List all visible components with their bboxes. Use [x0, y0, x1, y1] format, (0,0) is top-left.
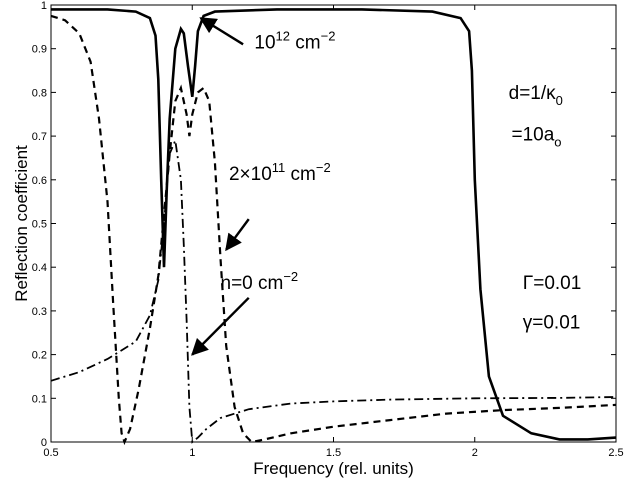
annotation-label: d=1/κ0: [509, 83, 563, 108]
series-line-dashed: [50, 14, 617, 446]
annotation-label: Γ=0.01: [523, 273, 582, 294]
x-tick-label: 2.5: [608, 447, 623, 459]
y-tick-label: 0.6: [32, 175, 47, 187]
x-tick-label: 1.5: [326, 447, 341, 459]
y-tick-label: 0.3: [32, 306, 47, 318]
y-tick-label: 0.1: [32, 393, 47, 405]
plot-frame: [50, 4, 617, 443]
series-line-dashdot: [50, 137, 617, 444]
y-tick-label: 0: [41, 437, 47, 449]
x-axis-label: Frequency (rel. units): [253, 459, 414, 478]
x-tick-label: 2: [472, 447, 478, 459]
y-tick-label: 0.5: [32, 219, 47, 231]
x-tick-label: 1: [189, 447, 195, 459]
annotation-label: n=0 cm−2: [221, 269, 299, 294]
annotation-arrow: [191, 296, 250, 356]
annotation-arrow: [225, 218, 250, 252]
y-tick-label: 0.2: [32, 350, 47, 362]
y-tick-label: 1: [41, 0, 47, 12]
series-layer: [50, 8, 617, 446]
y-tick-label: 0.4: [32, 262, 47, 274]
y-tick-label: 0.8: [32, 87, 47, 99]
annotation-label: γ=0.01: [523, 312, 581, 333]
y-tick-label: 0.7: [32, 131, 47, 143]
series-line-solid: [51, 8, 617, 441]
ticks-layer: 0.5 1 1.5 2 2.5 0 0.1 0.2 0.3 0.4 0.5 0.6 0.7 0.8 0.9 1: [32, 0, 624, 459]
x-tick-label: 0.5: [43, 447, 58, 459]
plot-area: [51, 5, 616, 442]
annotation-label: =10ao: [511, 124, 561, 149]
y-tick-label: 0.9: [32, 44, 47, 56]
annotations-layer: 1012 cm−2 2×1011 cm−2 n=0 cm−2 d=1/κ0 =10ao Γ…: [191, 17, 582, 356]
annotation-label: 2×1011 cm−2: [229, 160, 331, 185]
annotation-arrow: [199, 17, 244, 46]
annotation-label: 1012 cm−2: [254, 29, 335, 54]
y-axis-label: Reflection coefficient: [12, 145, 31, 302]
